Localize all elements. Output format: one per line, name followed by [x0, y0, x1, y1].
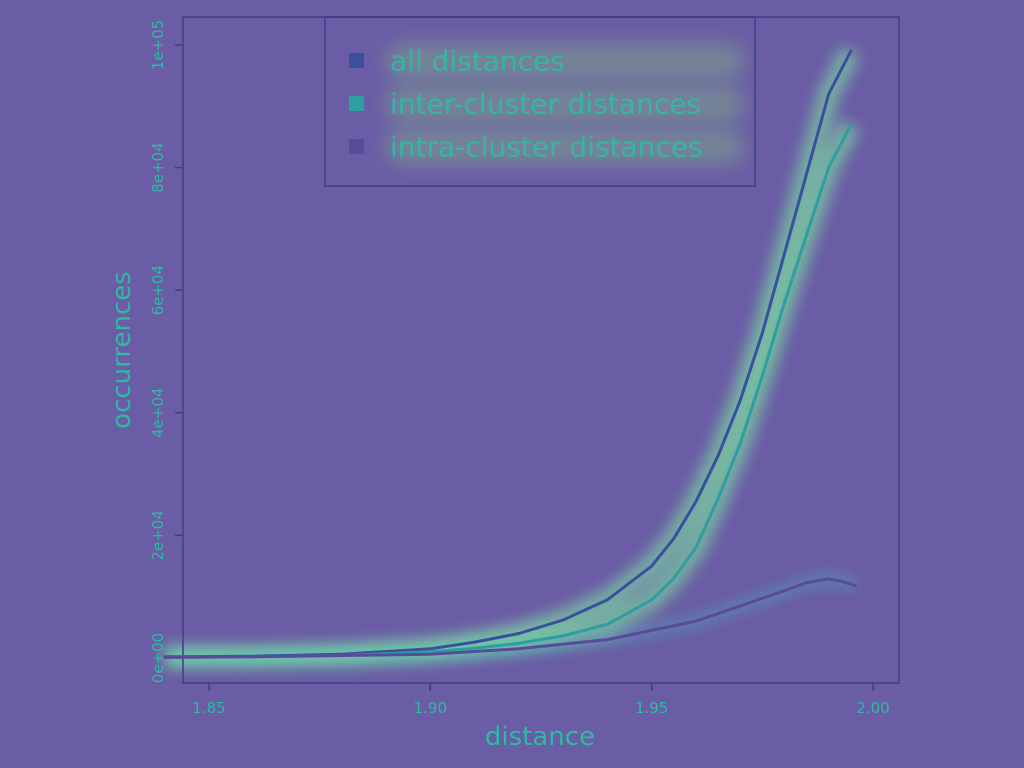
legend-label: intra-cluster distances — [390, 131, 703, 164]
y-tick-label: 6e+04 — [149, 265, 167, 315]
legend-label: inter-cluster distances — [390, 88, 701, 121]
y-axis-title: occurrences — [107, 271, 137, 429]
y-tick-label: 4e+04 — [149, 388, 167, 438]
legend-swatch — [349, 96, 364, 111]
legend-swatch — [349, 53, 364, 68]
y-tick-label: 1e+05 — [149, 20, 167, 70]
series-line-inter-cluster-distances — [163, 123, 853, 659]
x-tick-label: 1.85 — [192, 699, 225, 717]
legend-swatch — [349, 139, 364, 154]
legend-box — [324, 16, 756, 187]
x-tick-label: 1.95 — [635, 699, 668, 717]
legend-glow — [385, 86, 745, 122]
series-layer — [163, 49, 857, 659]
x-tick-label: 1.90 — [414, 699, 447, 717]
series-line-all-distances — [163, 49, 853, 659]
x-axis-title: distance — [485, 722, 595, 752]
series-glow-1 — [164, 119, 861, 669]
x-axis: 1.85 1.90 1.95 2.00 — [192, 683, 890, 717]
legend: all distances inter-cluster distances intr… — [324, 16, 756, 187]
y-tick-label: 0e+00 — [149, 633, 167, 683]
legend-label: all distances — [390, 45, 565, 78]
legend-glow — [385, 43, 745, 79]
y-tick-label: 8e+04 — [149, 142, 167, 192]
x-tick-label: 2.00 — [856, 699, 889, 717]
legend-glow — [385, 129, 745, 165]
y-tick-label: 2e+04 — [149, 510, 167, 560]
series-line-intra-cluster-distances — [163, 577, 857, 659]
y-axis: 0e+00 2e+04 4e+04 6e+04 8e+04 1e+05 — [149, 20, 183, 683]
